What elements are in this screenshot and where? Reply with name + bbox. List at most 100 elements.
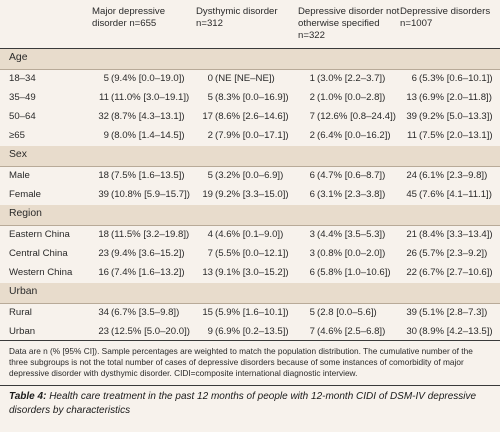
cell-percent-ci: (4.6% [2.5–6.8]) — [317, 326, 386, 338]
cell-count: 34 — [98, 307, 109, 319]
section-header-row: Sex — [0, 145, 500, 167]
cell-count: 17 — [202, 111, 213, 123]
table-cell: 3 (4.4% [3.5–5.3]) — [298, 224, 400, 245]
cell-count: 6 — [309, 189, 315, 201]
row-label: Female — [9, 189, 41, 201]
cell-count: 19 — [202, 189, 213, 201]
cell-count: 39 — [98, 189, 109, 201]
cell-count: 9 — [207, 326, 213, 338]
cell-count: 1 — [309, 73, 315, 85]
table-row: Central China 23 (9.4% [3.6–15.2]) 7 (5.5% [… — [0, 245, 500, 264]
cell-percent-ci: (0.8% [0.0–2.0]) — [317, 248, 386, 260]
table-cell: 6 (3.1% [2.3–3.8]) — [298, 186, 400, 205]
cell-percent-ci: (8.0% [1.4–14.5]) — [111, 130, 185, 142]
cell-count: 2 — [309, 92, 315, 104]
row-label: 35–49 — [9, 92, 36, 104]
cell-percent-ci: (6.7% [3.5–9.8]) — [111, 307, 180, 319]
caption-text: Health care treatment in the past 12 mon… — [9, 391, 477, 416]
table-cell: 11 (7.5% [2.0–13.1]) — [400, 127, 500, 146]
column-header: Depressive disorder not otherwise specif… — [298, 6, 400, 49]
table-cell: 15 (5.9% [1.6–10.1]) — [196, 302, 298, 323]
cell-count: 13 — [406, 92, 417, 104]
cell-percent-ci: (5.7% [2.3–9.2]) — [419, 248, 488, 260]
table-header-row: Major depressive disorder n=655 Dysthymi… — [0, 6, 500, 49]
section-title: Region — [0, 204, 500, 226]
table-cell: 5 (3.2% [0.0–6.9]) — [196, 165, 298, 186]
cell-count: 0 — [207, 73, 213, 85]
table-cell: 2 (6.4% [0.0–16.2]) — [298, 127, 400, 146]
column-header: Dysthymic disorder n=312 — [196, 6, 298, 49]
table-cell: 24 (6.1% [2.3–9.8]) — [400, 165, 500, 186]
cell-count: 13 — [202, 267, 213, 279]
table-cell: 9 (6.9% [0.2–13.5]) — [196, 323, 298, 342]
cell-percent-ci: (7.5% [2.0–13.1]) — [419, 130, 493, 142]
cell-percent-ci: (8.6% [2.6–14.6]) — [215, 111, 289, 123]
row-label: 50–64 — [9, 111, 36, 123]
table-cell: 18 (11.5% [3.2–19.8]) — [92, 224, 196, 245]
table-cell: 21 (8.4% [3.3–13.4]) — [400, 224, 500, 245]
table-cell: 6 (5.3% [0.6–10.1]) — [400, 68, 500, 89]
table-cell: 2 (1.0% [0.0–2.8]) — [298, 89, 400, 108]
cell-percent-ci: (7.4% [1.6–13.2]) — [111, 267, 185, 279]
table-cell: 0 (NE [NE–NE]) — [196, 68, 298, 89]
cell-count: 5 — [309, 307, 315, 319]
cell-percent-ci: (5.3% [0.6–10.1]) — [419, 73, 493, 85]
cell-percent-ci: (3.2% [0.0–6.9]) — [215, 170, 284, 182]
cell-count: 11 — [99, 92, 109, 104]
table-cell: 30 (8.9% [4.2–13.5]) — [400, 323, 500, 342]
cell-percent-ci: (11.0% [3.0–19.1]) — [111, 92, 190, 104]
section-title: Urban — [0, 282, 500, 304]
table-row: Male 18 (7.5% [1.6–13.5]) 5 (3.2% [0.0–6.9])… — [0, 165, 500, 186]
table-cell: 13 (6.9% [2.0–11.8]) — [400, 89, 500, 108]
cell-percent-ci: (3.0% [2.2–3.7]) — [317, 73, 386, 85]
table-cell: 4 (4.6% [0.1–9.0]) — [196, 224, 298, 245]
table-row: ≥65 9 (8.0% [1.4–14.5]) 2 (7.9% [0.0–17.1]) 2… — [0, 127, 500, 146]
cell-percent-ci: (6.9% [0.2–13.5]) — [215, 326, 289, 338]
table-caption: Table 4: Health care treatment in the pa… — [9, 390, 493, 417]
table-cell: 23 (9.4% [3.6–15.2]) — [92, 245, 196, 264]
cell-count: 23 — [98, 326, 109, 338]
table-cell: 5 (2.8 [0.0–5.6]) — [298, 302, 400, 323]
table-cell: 7 (4.6% [2.5–6.8]) — [298, 323, 400, 342]
row-label: Male — [0, 165, 92, 186]
cell-count: 39 — [406, 307, 417, 319]
cell-count: 6 — [309, 170, 315, 182]
cell-count: 2 — [207, 130, 213, 142]
cell-percent-ci: (6.4% [0.0–16.2]) — [317, 130, 391, 142]
cell-percent-ci: (5.8% [1.0–10.6]) — [317, 267, 391, 279]
cell-count: 26 — [406, 248, 417, 260]
cell-percent-ci: (7.6% [4.1–11.1]) — [419, 189, 492, 201]
cell-percent-ci: (8.7% [4.3–13.1]) — [111, 111, 185, 123]
cell-count: 6 — [309, 267, 315, 279]
cell-percent-ci: (11.5% [3.2–19.8]) — [111, 229, 190, 241]
cell-percent-ci: (8.9% [4.2–13.5]) — [419, 326, 493, 338]
cell-percent-ci: (4.4% [3.5–5.3]) — [317, 229, 386, 241]
caption-label: Table 4: — [9, 391, 47, 402]
cell-count: 7 — [309, 111, 315, 123]
cell-count: 6 — [411, 73, 417, 85]
table-cell: 7 (5.5% [0.0–12.1]) — [196, 245, 298, 264]
table-cell: 39 (9.2% [5.0–13.3]) — [400, 108, 500, 127]
cell-percent-ci: (6.1% [2.3–9.8]) — [419, 170, 488, 182]
section-header-row: Age — [0, 48, 500, 70]
table-row: Western China 16 (7.4% [1.6–13.2]) 13 (9.1% … — [0, 264, 500, 283]
table-cell: 45 (7.6% [4.1–11.1]) — [400, 186, 500, 205]
table-cell: 17 (8.6% [2.6–14.6]) — [196, 108, 298, 127]
cell-percent-ci: (9.4% [0.0–19.0]) — [111, 73, 185, 85]
cell-count: 5 — [207, 170, 213, 182]
row-label: Urban — [9, 326, 36, 338]
cell-count: 18 — [98, 229, 109, 241]
cell-count: 39 — [406, 111, 417, 123]
table-cell: 34 (6.7% [3.5–9.8]) — [92, 302, 196, 323]
table-footnote: Data are n (% [95% CI]). Sample percenta… — [9, 346, 473, 379]
cell-count: 45 — [406, 189, 417, 201]
column-header: Major depressive disorder n=655 — [92, 6, 196, 49]
section-header-row: Urban — [0, 282, 500, 304]
table-row: 50–64 32 (8.7% [4.3–13.1]) 17 (8.6% [2.6–14.… — [0, 108, 500, 127]
column-header — [0, 6, 92, 49]
cell-count: 9 — [103, 130, 109, 142]
row-label: Central China — [9, 248, 68, 260]
results-table: Major depressive disorder n=655 Dysthymi… — [0, 6, 500, 342]
cell-count: 15 — [202, 307, 213, 319]
table-row: 18–34 5 (9.4% [0.0–19.0]) 0 (NE [NE–NE]) 1 (3.… — [0, 68, 500, 89]
